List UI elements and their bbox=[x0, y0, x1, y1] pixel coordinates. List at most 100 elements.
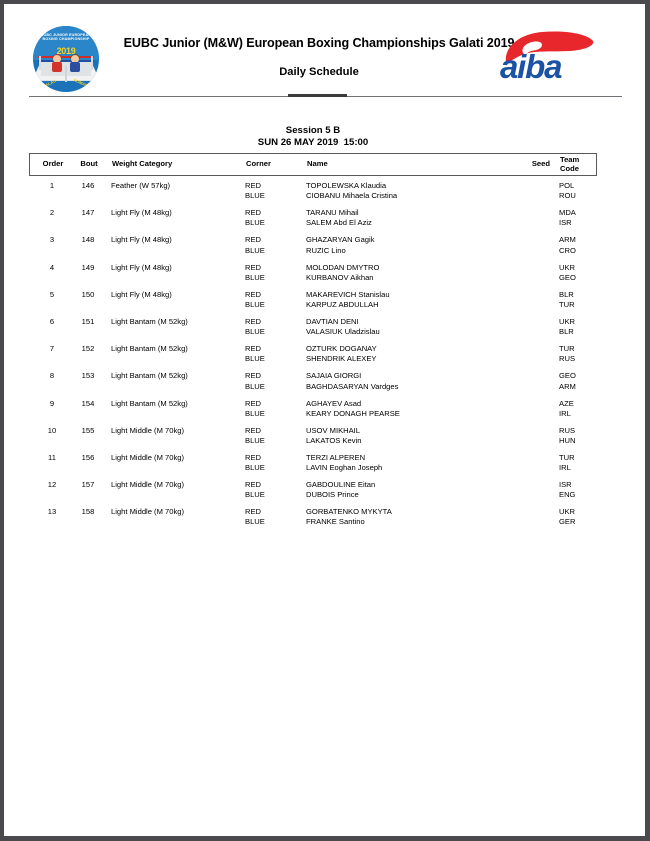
ring-post-right bbox=[91, 56, 93, 70]
badge-year: 2019 bbox=[56, 46, 76, 56]
cell-corner-red: RED bbox=[245, 344, 262, 354]
cell-team-code-blue: CRO bbox=[559, 245, 576, 255]
cell-bout: 156 bbox=[81, 452, 95, 462]
cell-bout: 150 bbox=[81, 289, 95, 299]
cell-corner-red: RED bbox=[245, 425, 262, 435]
cell-corner-red: RED bbox=[245, 452, 262, 462]
schedule-table: Order Bout Weight Category Corner Name S… bbox=[29, 153, 597, 534]
table-header-row: Order Bout Weight Category Corner Name S… bbox=[29, 153, 597, 176]
cell-corner-blue: BLUE bbox=[245, 272, 265, 282]
cell-name-red: SAJAIA GIORGI bbox=[306, 371, 362, 381]
cell-order: 12 bbox=[47, 480, 57, 490]
cell-corner-blue: BLUE bbox=[245, 327, 265, 337]
cell-bout: 158 bbox=[81, 507, 95, 517]
session-datetime: SUN 26 MAY 2019 15:00 bbox=[257, 137, 369, 148]
cell-name-blue: SHENDRIK ALEXEY bbox=[306, 354, 377, 364]
cell-team-code-red: BLR bbox=[559, 289, 574, 299]
page-frame-right bbox=[645, 0, 650, 841]
cell-order: 2 bbox=[49, 208, 55, 218]
table-row: 1 146 Feather (W 57kg) RED TOPOLEWSKA Klaudi… bbox=[29, 181, 597, 208]
column-header-corner: Corner bbox=[246, 159, 271, 168]
cell-bout: 154 bbox=[81, 398, 95, 408]
table-row: 3 148 Light Fly (M 48kg) RED GHAZARYAN Gagik… bbox=[29, 235, 597, 262]
cell-team-code-red: GEO bbox=[559, 371, 576, 381]
cell-order: 6 bbox=[49, 316, 55, 326]
ring-post-center bbox=[65, 66, 67, 82]
cell-name-blue: VALASIUK Uladzislau bbox=[306, 327, 380, 337]
cell-bout: 155 bbox=[81, 425, 95, 435]
table-row: 4 149 Light Fly (M 48kg) RED MOLODAN DMYTRO U… bbox=[29, 263, 597, 290]
cell-team-code-blue: IRL bbox=[559, 408, 571, 418]
cell-name-red: TOPOLEWSKA Klaudia bbox=[306, 181, 387, 190]
session-name: Session 5 B bbox=[285, 125, 341, 136]
column-header-team-code-line2: Code bbox=[560, 164, 579, 174]
cell-order: 7 bbox=[49, 344, 55, 354]
cell-name-blue: SALEM Abd El Aziz bbox=[306, 218, 372, 228]
table-body: 1 146 Feather (W 57kg) RED TOPOLEWSKA Klaudi… bbox=[29, 176, 597, 534]
cell-team-code-red: POL bbox=[559, 181, 575, 190]
cell-corner-blue: BLUE bbox=[245, 354, 265, 364]
cell-weight-category: Light Bantam (M 52kg) bbox=[111, 316, 188, 326]
badge-disc: EUBC JUNIOR EUROPEAN BOXING CHAMPIONSHIP… bbox=[33, 26, 99, 92]
cell-team-code-blue: ENG bbox=[559, 490, 576, 500]
cell-team-code-red: UKR bbox=[559, 262, 576, 272]
cell-corner-red: RED bbox=[245, 208, 262, 218]
table-row: 8 153 Light Bantam (M 52kg) RED SAJAIA GIORG… bbox=[29, 371, 597, 398]
cell-name-blue: KEARY DONAGH PEARSE bbox=[306, 408, 400, 418]
column-header-order: Order bbox=[42, 159, 64, 168]
table-row: 2 147 Light Fly (M 48kg) RED TARANU Mihail MD… bbox=[29, 208, 597, 235]
cell-name-blue: KARPUZ ABDULLAH bbox=[306, 299, 379, 309]
cell-weight-category: Feather (W 57kg) bbox=[111, 181, 171, 190]
cell-bout: 157 bbox=[81, 480, 95, 490]
cell-team-code-blue: GER bbox=[559, 517, 576, 527]
cell-name-blue: DUBOIS Prince bbox=[306, 490, 359, 500]
cell-weight-category: Light Bantam (M 52kg) bbox=[111, 344, 188, 354]
cell-corner-red: RED bbox=[245, 480, 262, 490]
cell-weight-category: Light Fly (M 48kg) bbox=[111, 289, 172, 299]
cell-weight-category: Light Middle (M 70kg) bbox=[111, 425, 185, 435]
cell-team-code-red: AZE bbox=[559, 398, 574, 408]
column-header-seed: Seed bbox=[531, 159, 550, 168]
column-header-team-code: Team Code bbox=[560, 155, 596, 174]
cell-bout: 146 bbox=[81, 181, 95, 190]
cell-team-code-red: ISR bbox=[559, 480, 572, 490]
blue-corner-boxer bbox=[69, 54, 81, 72]
cell-name-blue: LAKATOS Kevin bbox=[306, 435, 362, 445]
table-row: 5 150 Light Fly (M 48kg) RED MAKAREVICH Stan… bbox=[29, 290, 597, 317]
cell-name-blue: LAVIN Eoghan Joseph bbox=[306, 463, 383, 473]
cell-corner-blue: BLUE bbox=[245, 408, 265, 418]
cell-team-code-blue: ROU bbox=[559, 191, 576, 201]
ring-post-left bbox=[39, 56, 41, 70]
column-header-bout: Bout bbox=[80, 159, 98, 168]
aiba-logo-icon: aiba bbox=[494, 28, 594, 86]
ring-rope-lower bbox=[38, 60, 94, 62]
cell-team-code-blue: ARM bbox=[559, 381, 576, 391]
table-row: 7 152 Light Bantam (M 52kg) RED OZTURK DOGAN… bbox=[29, 344, 597, 371]
cell-team-code-red: ARM bbox=[559, 235, 576, 245]
cell-corner-blue: BLUE bbox=[245, 218, 265, 228]
column-header-team-code-line1: Team bbox=[560, 155, 580, 164]
boxer-body bbox=[70, 62, 80, 72]
cell-team-code-red: TUR bbox=[559, 452, 575, 462]
cell-team-code-blue: TUR bbox=[559, 299, 575, 309]
page-title: EUBC Junior (M&W) European Boxing Champi… bbox=[123, 36, 515, 50]
table-row: 10 155 Light Middle (M 70kg) RED USOV MIKHAI… bbox=[29, 426, 597, 453]
cell-corner-blue: BLUE bbox=[245, 381, 265, 391]
cell-corner-red: RED bbox=[245, 371, 262, 381]
cell-bout: 148 bbox=[81, 235, 95, 245]
cell-weight-category: Light Bantam (M 52kg) bbox=[111, 398, 188, 408]
cell-name-blue: BAGHDASARYAN Vardges bbox=[306, 381, 399, 391]
event-badge-icon: EUBC JUNIOR EUROPEAN BOXING CHAMPIONSHIP… bbox=[33, 26, 99, 92]
cell-name-blue: CIOBANU Mihaela Cristina bbox=[306, 191, 398, 201]
cell-order: 8 bbox=[49, 371, 55, 381]
cell-bout: 153 bbox=[81, 371, 95, 381]
ring-rope-upper bbox=[38, 56, 94, 58]
cell-team-code-blue: GEO bbox=[559, 272, 576, 282]
cell-team-code-red: RUS bbox=[559, 425, 576, 435]
boxer-head bbox=[71, 55, 79, 63]
table-row: 12 157 Light Middle (M 70kg) RED GABDOULINE … bbox=[29, 480, 597, 507]
cell-weight-category: Light Fly (M 48kg) bbox=[111, 235, 172, 245]
cell-name-red: MAKAREVICH Stanislau bbox=[306, 289, 390, 299]
cell-name-red: OZTURK DOGANAY bbox=[306, 344, 377, 354]
